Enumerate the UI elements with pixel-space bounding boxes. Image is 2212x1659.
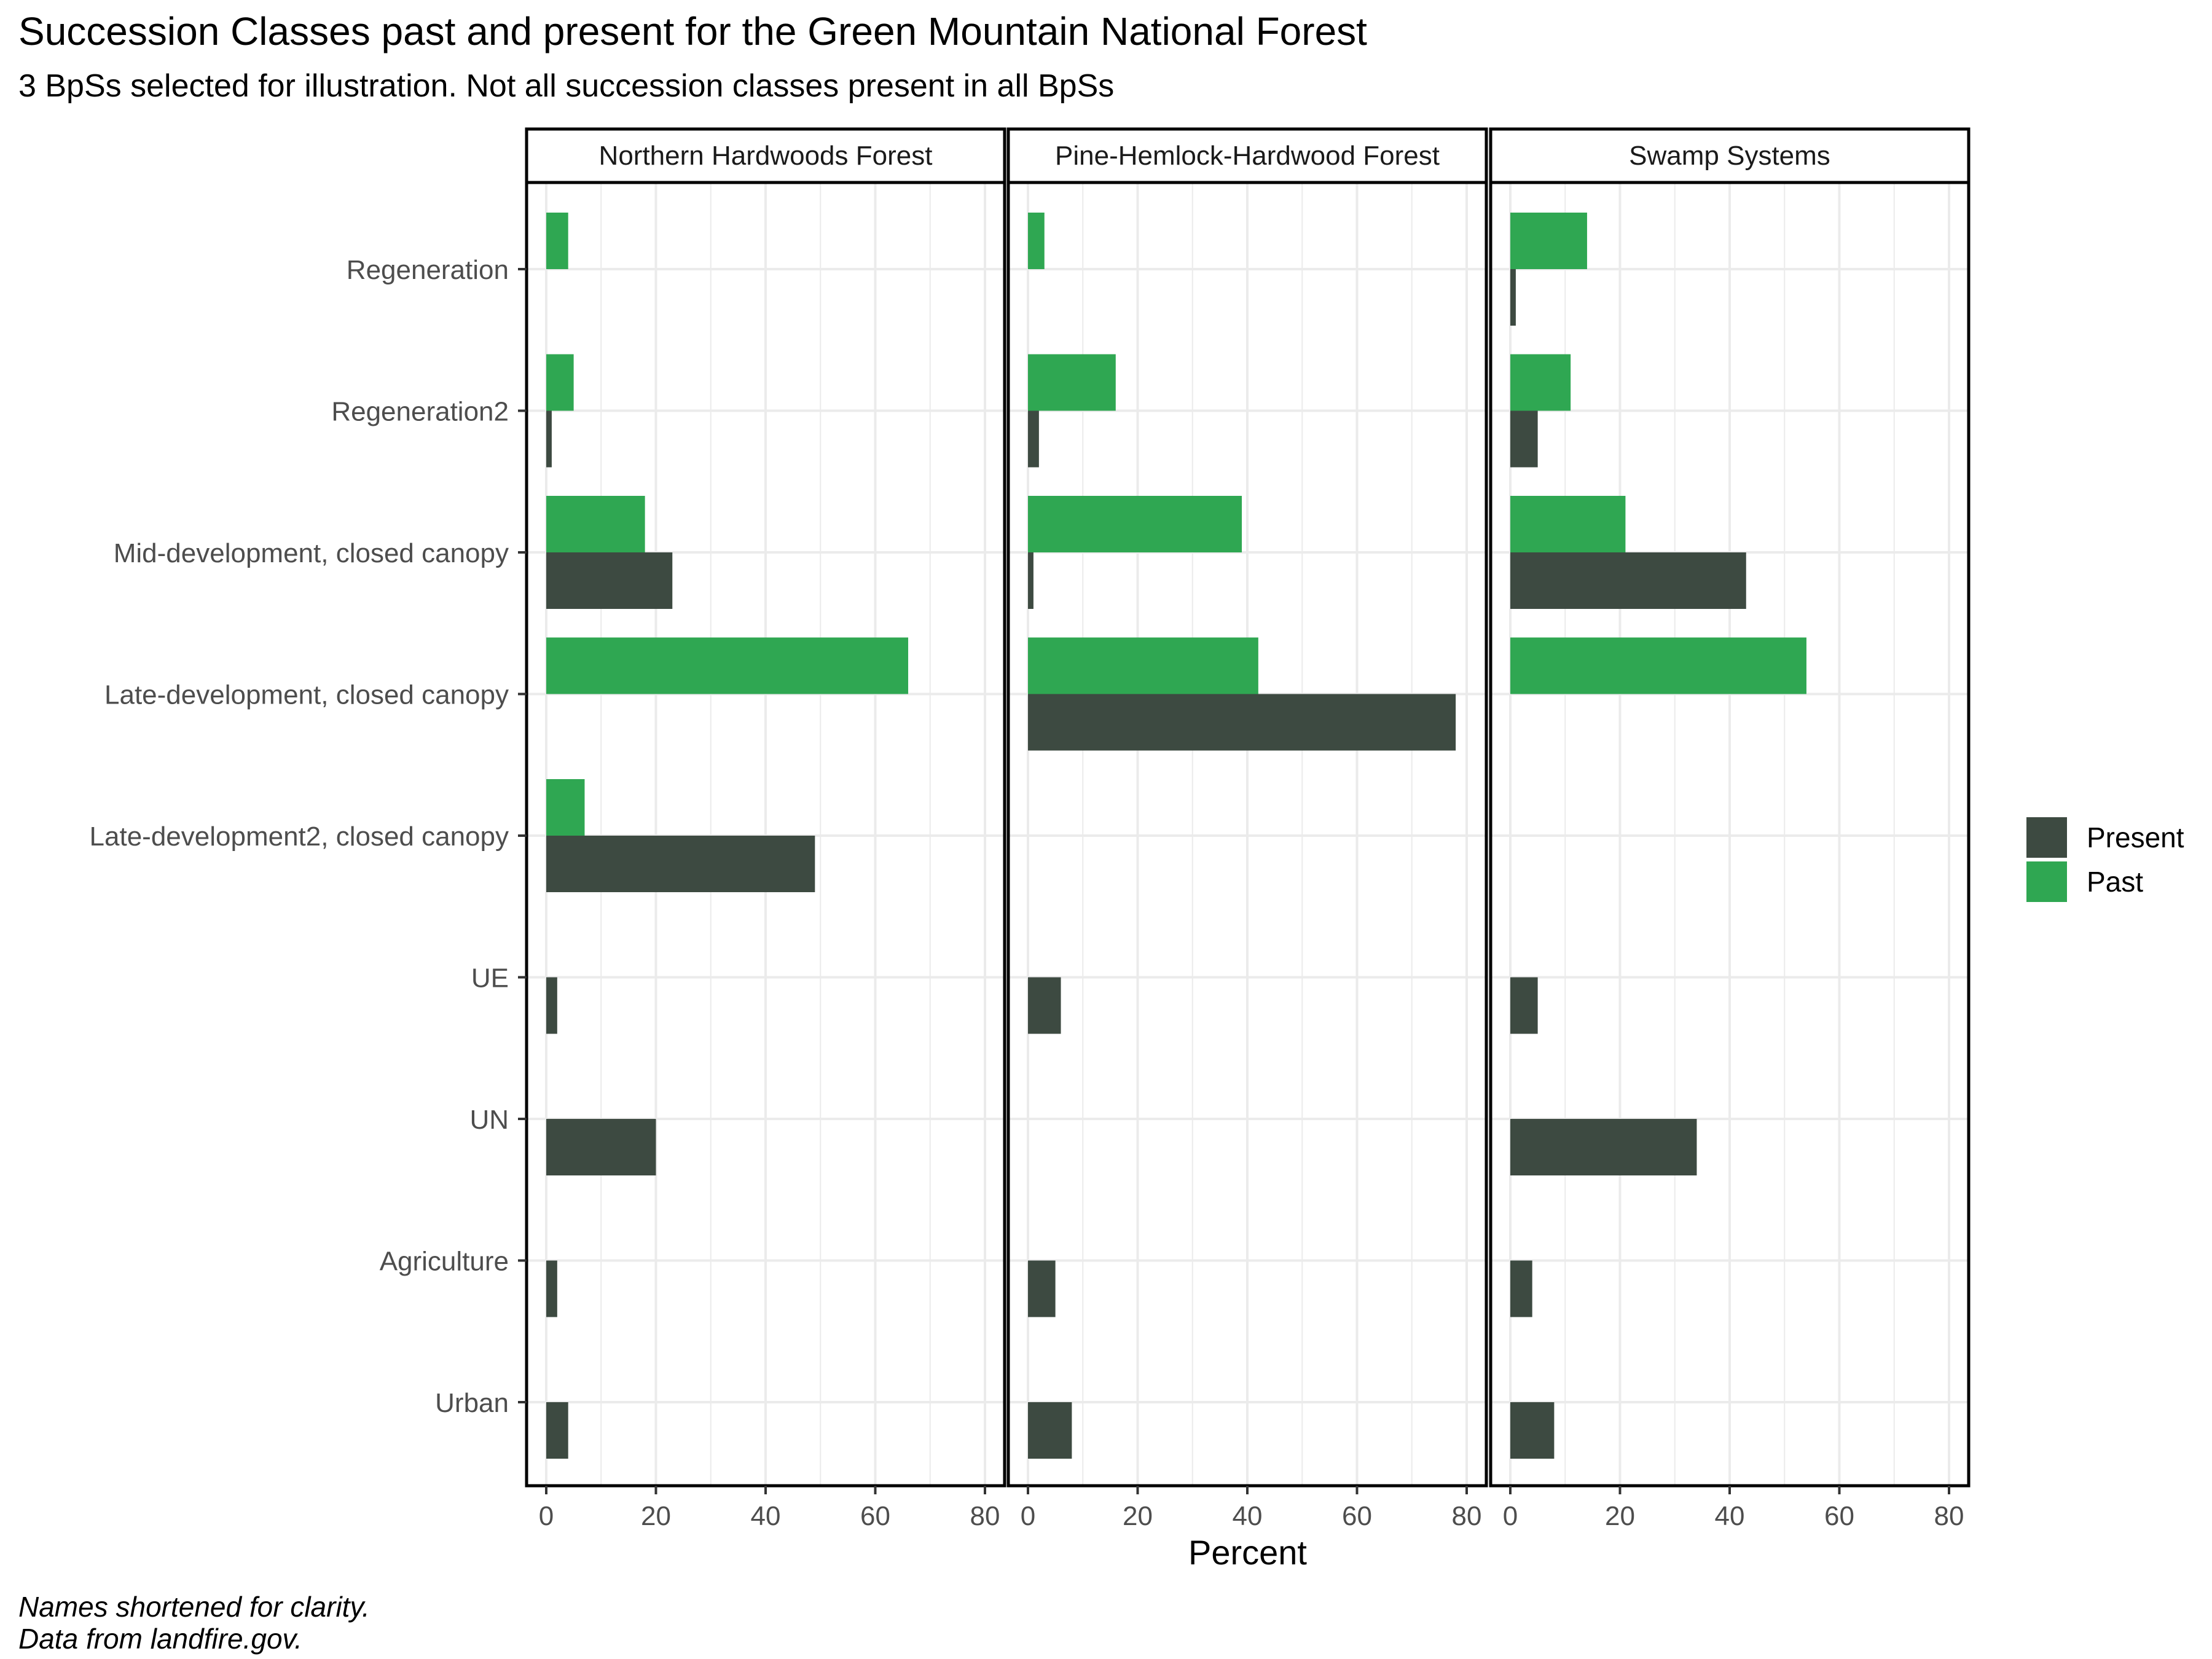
bar-present [1028, 977, 1061, 1034]
caption-names-note: Names shortened for clarity. [18, 1591, 370, 1623]
bar-present [546, 977, 557, 1034]
legend-key [2026, 817, 2067, 858]
bar-past [1028, 496, 1242, 552]
bar-present [546, 1260, 557, 1317]
legend-key [2026, 861, 2067, 902]
bar-present [1028, 552, 1033, 609]
bar-past [1028, 354, 1116, 411]
x-tick-label: 60 [1342, 1501, 1372, 1531]
x-tick-label: 80 [1934, 1501, 1964, 1531]
x-tick-label: 60 [860, 1501, 890, 1531]
y-tick-label: Regeneration2 [331, 397, 509, 427]
y-tick-label: Agriculture [380, 1247, 509, 1277]
bar-past [1510, 637, 1806, 694]
y-tick-label: UN [469, 1105, 509, 1135]
facet-panel: Swamp Systems 0 20 40 60 80 [1489, 127, 1971, 1531]
bar-present [1510, 1402, 1555, 1459]
bar-past [546, 779, 585, 836]
x-tick-label: 0 [539, 1501, 554, 1531]
x-tick-label: 20 [1123, 1501, 1153, 1531]
bar-present [546, 1119, 656, 1175]
bar-past [1510, 354, 1571, 411]
bar-past [546, 213, 568, 269]
y-tick-label: Mid-development, closed canopy [114, 538, 509, 568]
x-tick-label: 40 [751, 1501, 781, 1531]
facet-strip [525, 127, 1006, 184]
bar-present [546, 410, 552, 468]
bar-past [1510, 496, 1626, 552]
chart-subtitle: 3 BpSs selected for illustration. Not al… [18, 68, 1115, 104]
x-tick-label: 60 [1824, 1501, 1854, 1531]
bar-present [1510, 410, 1538, 468]
x-tick-label: 40 [1233, 1501, 1263, 1531]
facet-strip-label: Pine-Hemlock-Hardwood Forest [1055, 141, 1440, 171]
facet-panel: Pine-Hemlock-Hardwood Forest 0 20 40 60 80 [1006, 127, 1488, 1531]
x-tick-label: 40 [1715, 1501, 1745, 1531]
facet-strip [1006, 127, 1488, 184]
bar-present [1028, 1260, 1056, 1317]
bar-past [546, 496, 645, 552]
y-tick-label: Late-development, closed canopy [104, 680, 509, 710]
legend-label: Past [2087, 866, 2143, 898]
y-tick-label: Regeneration [347, 255, 509, 285]
x-tick-label: 0 [1503, 1501, 1518, 1531]
bar-past [546, 354, 574, 411]
x-tick-label: 20 [641, 1501, 671, 1531]
y-tick-label: Urban [435, 1388, 509, 1418]
x-axis-label: Percent [1188, 1533, 1307, 1572]
facet-strip [1489, 127, 1971, 184]
bar-present [1510, 1260, 1532, 1317]
x-tick-label: 80 [970, 1501, 1000, 1531]
facet-strip-label: Swamp Systems [1629, 141, 1830, 171]
legend: Present Past [2026, 817, 2184, 902]
x-tick-label: 0 [1021, 1501, 1035, 1531]
x-tick-label: 80 [1452, 1501, 1482, 1531]
bar-present [1028, 410, 1039, 468]
bar-present [1028, 694, 1456, 751]
bar-present [546, 836, 815, 892]
facet-panel: Northern Hardwoods Forest 0 20 40 60 80 [525, 127, 1006, 1531]
bar-present [1510, 977, 1538, 1034]
bar-present [1510, 269, 1516, 326]
caption-data-source: Data from landfire.gov. [18, 1623, 302, 1655]
bar-present [1510, 552, 1746, 609]
bar-past [1028, 213, 1045, 269]
bar-present [546, 1402, 568, 1459]
bar-present [1510, 1119, 1697, 1175]
y-tick-label: Late-development2, closed canopy [90, 822, 509, 852]
facet-strip-label: Northern Hardwoods Forest [599, 141, 933, 171]
bar-past [1028, 637, 1258, 694]
chart-title: Succession Classes past and present for … [18, 9, 1367, 53]
bar-past [546, 637, 909, 694]
y-tick-label: UE [471, 963, 509, 994]
bar-present [1028, 1402, 1072, 1459]
x-tick-label: 20 [1605, 1501, 1635, 1531]
bar-past [1510, 213, 1587, 269]
bar-present [546, 552, 673, 609]
legend-label: Present [2087, 822, 2184, 853]
